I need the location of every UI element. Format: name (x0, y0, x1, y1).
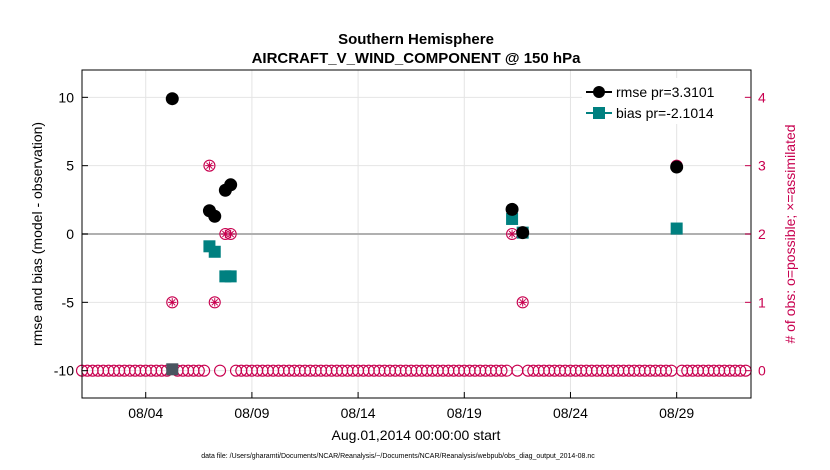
obs-assimilated-marker (210, 298, 219, 307)
y2-tick-label: 1 (758, 294, 766, 310)
x-tick-label: 08/09 (234, 405, 269, 421)
data-file-footnote: data file: /Users/gharamti/Documents/NCA… (201, 453, 595, 460)
y-tick-label: -5 (62, 294, 75, 310)
bias-marker (208, 245, 221, 258)
x-axis-label: Aug.01,2014 00:00:00 start (332, 427, 501, 443)
obs-assimilated-marker (518, 298, 527, 307)
y2-tick-label: 4 (758, 89, 766, 105)
obs-possible-marker (516, 296, 529, 309)
y2-tick-label: 0 (758, 363, 766, 379)
y-tick-label: 10 (58, 89, 74, 105)
bias-marker (670, 222, 683, 235)
obs-assimilated-marker (507, 229, 517, 239)
obs-possible-marker (495, 364, 508, 377)
data-markers (165, 92, 684, 376)
y-axis-ticks: -10 -5 0 5 10 (54, 89, 88, 379)
y2-tick-label: 3 (758, 158, 766, 174)
rmse-marker (224, 178, 238, 192)
y2-axis-label: # of obs: o=possible; ×=assimilated (782, 124, 798, 343)
obs-possible-marker (166, 296, 179, 309)
obs-possible-marker (659, 364, 673, 377)
obs-count-markers (75, 159, 752, 377)
y2-axis-ticks: 0 1 2 3 4 (745, 89, 766, 379)
legend-box (582, 78, 744, 124)
obs-possible-marker (203, 159, 216, 172)
obs-assimilated-marker (205, 161, 214, 170)
legend-rmse-label: rmse pr=3.3101 (616, 84, 715, 100)
legend: rmse pr=3.3101 bias pr=-2.1014 (582, 78, 744, 124)
x-tick-label: 08/24 (553, 405, 588, 421)
obs-assimilated-marker (168, 298, 177, 307)
chart-subtitle: AIRCRAFT_V_WIND_COMPONENT @ 150 hPa (252, 50, 582, 67)
legend-bias-marker (593, 107, 605, 119)
x-axis-ticks: 08/04 08/09 08/14 08/19 08/24 08/29 (128, 392, 694, 421)
obs-assimilated-marker (226, 229, 235, 239)
obs-possible-marker (213, 364, 227, 377)
x-tick-label: 08/04 (128, 405, 163, 421)
obs-possible-marker (208, 296, 221, 309)
rmse-marker (208, 209, 222, 223)
obs-possible-marker (192, 364, 205, 377)
bias-marker (224, 270, 237, 283)
obs-possible-marker (198, 364, 211, 377)
x-tick-label: 08/29 (659, 405, 694, 421)
x-tick-label: 08/19 (447, 405, 482, 421)
obs-assimilated-marker (221, 229, 230, 239)
y2-tick-label: 2 (758, 226, 766, 242)
rmse-marker (516, 226, 530, 240)
y-tick-label: 0 (66, 226, 74, 242)
y-axis-label: rmse and bias (model - observation) (29, 122, 45, 346)
rmse-marker (165, 92, 179, 106)
y-tick-label: 5 (66, 158, 74, 174)
bias-marker (506, 212, 519, 225)
legend-rmse-marker (593, 86, 605, 98)
y-tick-label: -10 (54, 363, 74, 379)
chart-title: Southern Hemisphere (338, 31, 494, 48)
rmse-marker (505, 202, 519, 216)
rmse-marker (670, 160, 684, 174)
bias-marker (166, 363, 179, 376)
legend-bias-label: bias pr=-2.1014 (616, 105, 714, 121)
x-tick-label: 08/14 (341, 405, 376, 421)
